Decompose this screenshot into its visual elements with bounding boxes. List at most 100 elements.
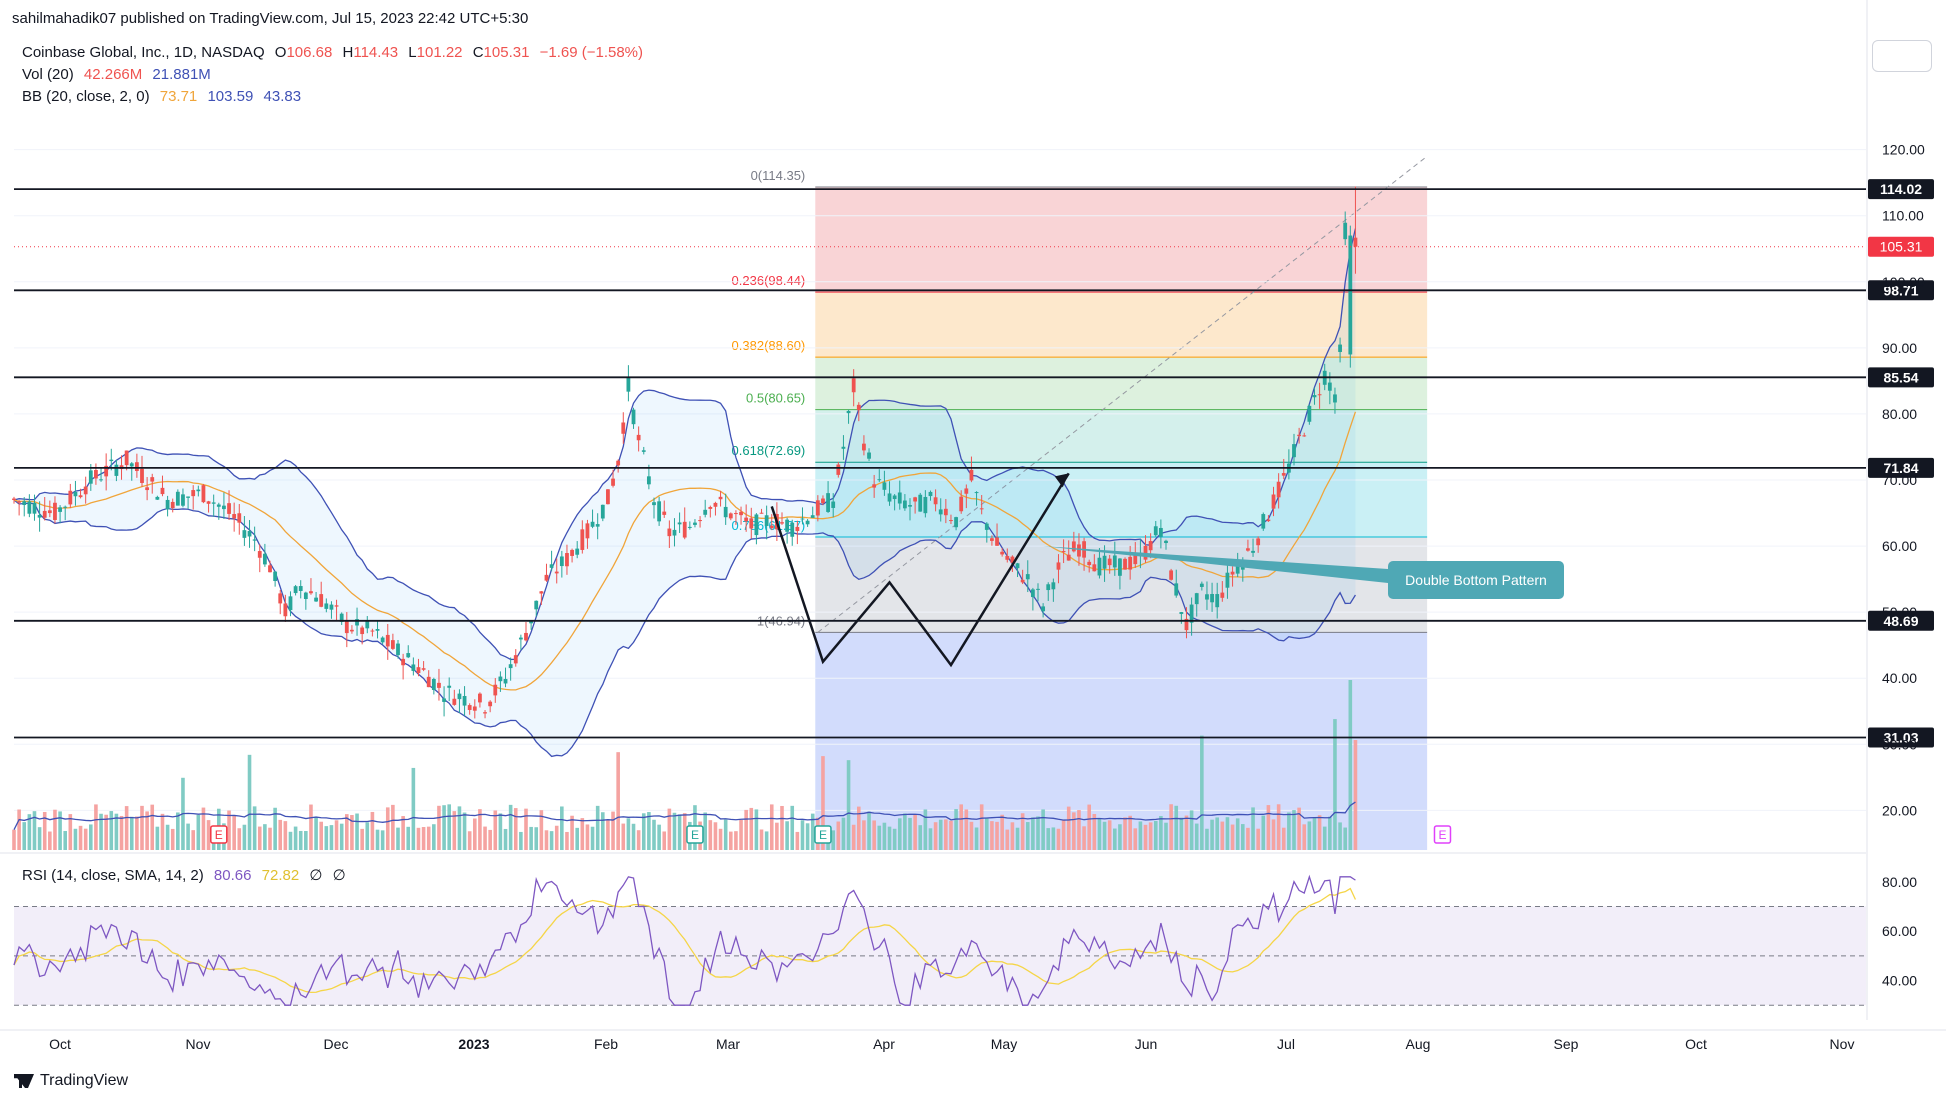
volume-bar [498,813,503,850]
volume-bar [1005,829,1010,850]
candle-body [754,514,759,536]
candle-body [201,485,206,503]
candle-body [693,522,697,525]
volume-bar [58,811,62,850]
volume-bar [314,817,318,850]
candle-body [129,463,134,467]
time-tick-label: Dec [324,1036,349,1052]
candle-body [1215,594,1220,608]
candle-body [298,586,303,591]
candle-body [1015,563,1020,569]
candle-body [37,514,42,518]
chart-settings-button[interactable] [1872,40,1932,72]
volume-bar [350,815,354,850]
volume-bar [1302,824,1307,850]
rsi-empty-2: ∅ [332,867,346,884]
candle-body [1123,558,1127,570]
candle-body [949,520,953,522]
current-price-tag [1868,236,1934,257]
candle-body [1164,540,1168,544]
candle-body [841,446,846,449]
candle-body [964,488,969,494]
volume-ma-value: 21.881M [152,66,211,83]
candle-body [544,574,549,581]
volume-bar [800,820,805,850]
volume-bar [488,829,492,850]
level-price-tag [1868,179,1934,200]
candle-body [1235,565,1240,574]
volume-bar [252,806,257,850]
volume-bar [1123,817,1127,850]
price-tick-label: 60.00 [1882,538,1917,554]
candle-body [1087,561,1092,566]
candle-body [759,512,764,514]
volume-bar [611,811,615,850]
rsi-tick-label: 40.00 [1882,973,1917,989]
volume-bar [713,822,718,850]
bb-fill [14,228,1356,757]
volume-bar [32,811,37,850]
candle-body [1169,570,1174,580]
volume-bar [739,819,743,850]
volume-bar [242,824,247,850]
volume-bar [232,815,236,850]
volume-bar [401,816,405,850]
candle-body [1327,382,1332,391]
level-price-label: 85.54 [1883,369,1918,385]
tradingview-logo: TradingView [14,1072,128,1090]
horizontal-levels: 114.02 98.71 85.54 71.84 48.69 31.03 105.31 [14,179,1934,748]
volume-bar [1246,827,1250,850]
candle-body [1179,612,1184,614]
volume-bar [191,830,195,850]
volume-bar [626,818,631,850]
volume-bar [565,831,569,850]
volume-bar [969,821,974,850]
volume-bar [1317,815,1322,850]
volume-bar [119,815,124,850]
candle-body [1343,222,1348,240]
volume-bar [513,808,518,850]
candle-body [815,500,820,516]
candle-body [1297,434,1302,437]
volume-bar [1031,817,1035,850]
candle-body [1036,588,1040,590]
volume-bar [708,820,713,850]
rsi-tick-label: 80.00 [1882,874,1917,890]
level-price-tag [1868,457,1934,478]
volume-bar [176,812,180,850]
volume-bar [729,831,733,850]
volume-bar [1312,817,1317,850]
candle-body [657,501,662,522]
volume-bar [42,811,47,850]
candle-body [160,487,165,495]
time-tick-label: Jun [1135,1036,1158,1052]
candle-body [339,613,344,622]
volume-bar [1020,813,1025,850]
candle-body [462,696,467,706]
volume-bar [89,824,93,850]
candle-body [897,492,902,504]
volume-bar [283,821,288,850]
volume-bar [918,825,923,850]
volume-bar [170,828,175,850]
candle-body [53,502,57,521]
candle-body [606,489,610,505]
candle-body [488,701,493,707]
open-label: O [274,44,287,61]
candle-body [181,494,185,506]
volume-bar [575,827,579,850]
candle-body [682,521,687,538]
volume-bar [411,767,416,850]
candle-body [549,564,554,568]
volume-bar [298,830,303,850]
candle-body [1266,519,1271,522]
candle-body [918,494,923,512]
bb-legend: BB (20, close, 2, 0) 73.71 103.59 43.83 [22,88,307,105]
candle-body [232,514,237,519]
volume-bar [908,817,912,850]
price-tick-label: 50.00 [1882,604,1917,620]
candle-body [375,629,380,631]
candle-body [1143,545,1148,560]
volume-bar [1097,818,1102,850]
